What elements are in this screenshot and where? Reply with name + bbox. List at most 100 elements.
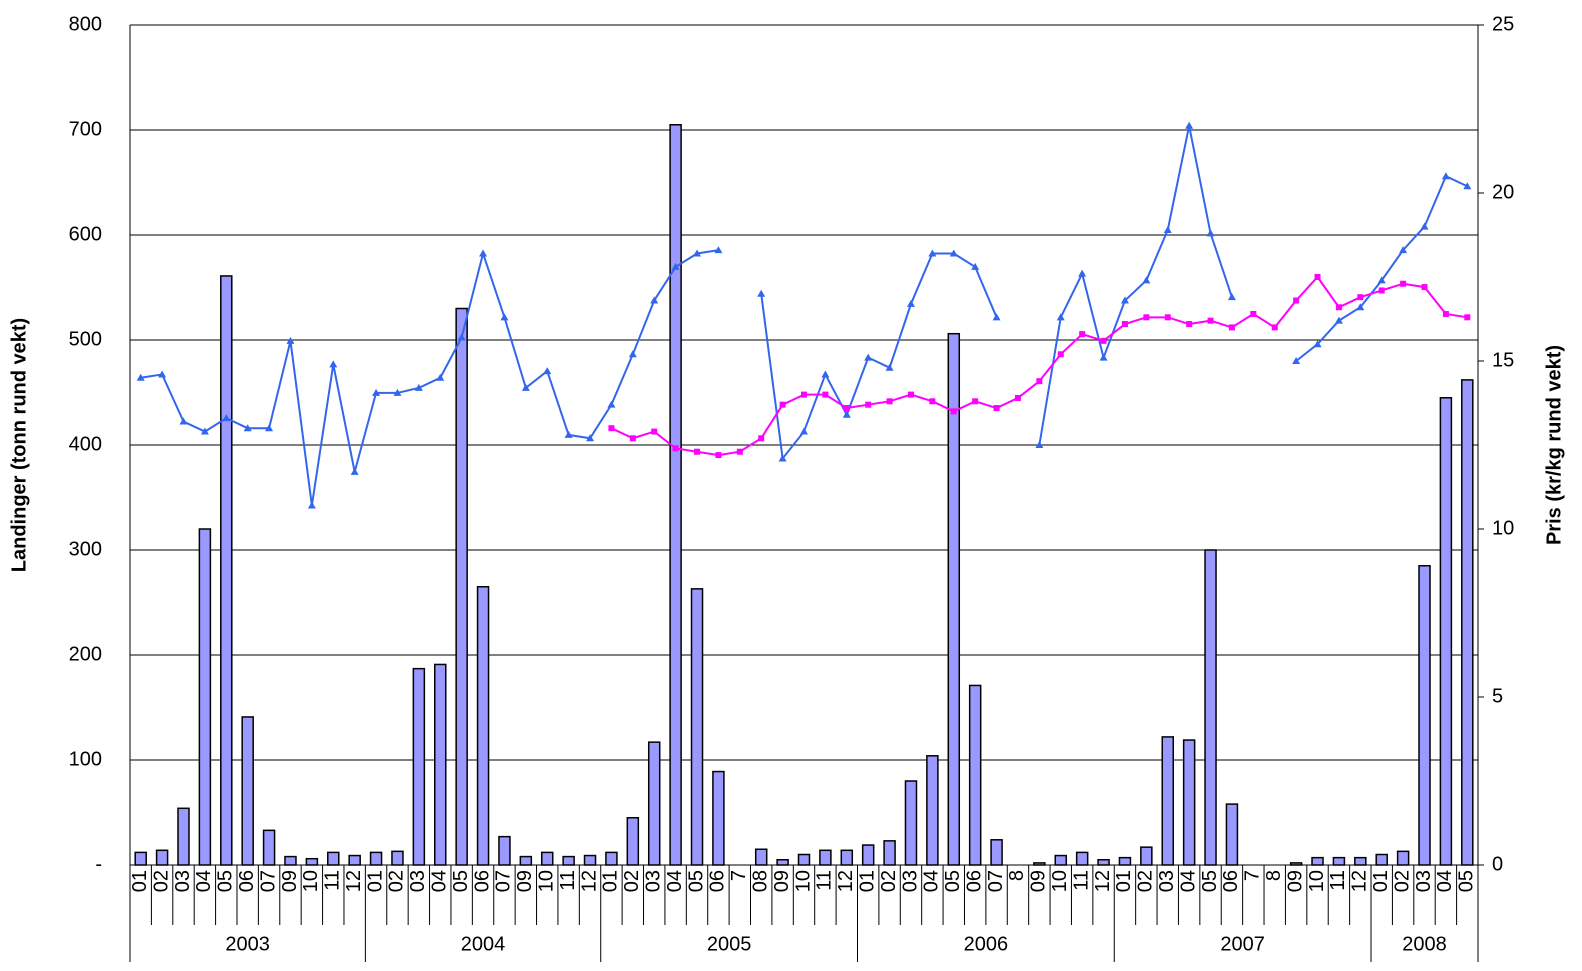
marker <box>307 501 316 509</box>
bar <box>1097 859 1110 866</box>
bar <box>1461 379 1474 866</box>
y-tick-label: 400 <box>69 433 102 455</box>
y2-tick-label: 25 <box>1492 13 1514 35</box>
marker <box>607 400 616 408</box>
bar <box>626 817 640 866</box>
marker <box>1292 357 1301 364</box>
bar <box>1311 856 1324 866</box>
x-tick-label: 8 <box>1006 870 1028 881</box>
marker <box>200 427 209 435</box>
marker <box>864 353 873 361</box>
y-tick-label: 700 <box>69 118 102 140</box>
x-tick-label: 03 <box>407 870 429 892</box>
marker <box>1099 353 1108 361</box>
marker <box>1463 182 1472 190</box>
bar <box>1225 803 1239 866</box>
marker <box>436 373 445 381</box>
x-tick-label: 11 <box>814 870 836 891</box>
marker <box>1377 276 1386 284</box>
x-tick-label: 02 <box>1391 870 1413 892</box>
x-tick-label: 01 <box>1370 870 1392 892</box>
marker <box>1079 331 1086 338</box>
y2-tick-label: 10 <box>1492 517 1514 539</box>
marker <box>1142 276 1151 284</box>
x-tick-label: 01 <box>856 870 878 892</box>
x-tick-label: 10 <box>300 870 322 892</box>
marker <box>694 448 701 455</box>
bar <box>391 850 404 866</box>
marker <box>1464 314 1471 321</box>
y-tick-label: 600 <box>69 223 102 245</box>
marker <box>736 448 743 455</box>
marker <box>1421 284 1428 291</box>
bar <box>1118 856 1132 866</box>
marker <box>1035 441 1044 448</box>
line <box>140 125 1468 506</box>
marker <box>372 388 381 396</box>
marker <box>715 452 722 459</box>
marker <box>329 360 338 368</box>
x-tick-label: 11 <box>1070 870 1092 891</box>
bar <box>904 780 918 866</box>
bar <box>198 528 212 866</box>
marker <box>758 435 765 442</box>
bar <box>1332 856 1346 866</box>
bar <box>1054 854 1068 866</box>
marker <box>1399 246 1408 254</box>
x-tick-label: 05 <box>942 870 964 892</box>
bar <box>690 588 704 866</box>
bar <box>1161 736 1174 866</box>
marker <box>1335 304 1342 311</box>
marker <box>714 246 723 254</box>
marker <box>350 467 359 475</box>
x-tick-label: 12 <box>1092 870 1114 892</box>
marker <box>1014 394 1021 401</box>
marker <box>993 405 1000 412</box>
bar <box>712 770 725 866</box>
marker <box>1143 314 1150 321</box>
x-tick-label: 7 <box>728 870 750 881</box>
x-tick-label: 10 <box>1306 870 1328 892</box>
marker <box>949 249 958 257</box>
x-tick-label: 02 <box>621 870 643 892</box>
y2-tick-label: 15 <box>1492 349 1514 371</box>
bar <box>1289 862 1303 866</box>
marker <box>286 336 295 344</box>
bar <box>498 835 511 866</box>
marker <box>1420 222 1429 230</box>
bar <box>776 859 789 866</box>
y-axis-label: Landinger (tonn rund vekt) <box>8 318 30 572</box>
marker <box>778 454 787 462</box>
marker <box>693 249 702 257</box>
marker <box>243 424 252 432</box>
bar <box>819 849 832 866</box>
marker <box>950 408 957 415</box>
marker <box>1378 287 1385 294</box>
x-tick-label: 04 <box>193 870 215 892</box>
y-tick-label: 800 <box>69 13 102 35</box>
x-tick-label: 09 <box>1028 870 1050 892</box>
marker <box>1120 296 1129 304</box>
marker <box>822 391 829 398</box>
x-tick-label: 06 <box>1220 870 1242 892</box>
bar <box>519 855 533 866</box>
x-tick-label: 05 <box>215 870 237 892</box>
marker <box>393 388 402 396</box>
line <box>611 275 1468 457</box>
x-tick-label: 03 <box>643 870 665 892</box>
x-tick-label: 10 <box>1049 870 1071 892</box>
marker <box>1057 351 1064 358</box>
x-tick-label: 06 <box>707 870 729 892</box>
y-tick-label: - <box>95 853 102 875</box>
y-tick-label: 300 <box>69 538 102 560</box>
bar <box>540 851 554 866</box>
bar <box>1396 850 1410 866</box>
x-tick-label: 06 <box>471 870 493 892</box>
x-tick-label: 01 <box>1113 870 1135 892</box>
marker <box>1163 225 1172 233</box>
bar <box>647 741 661 866</box>
marker <box>886 398 893 405</box>
bar <box>177 807 190 866</box>
bar <box>262 829 276 866</box>
